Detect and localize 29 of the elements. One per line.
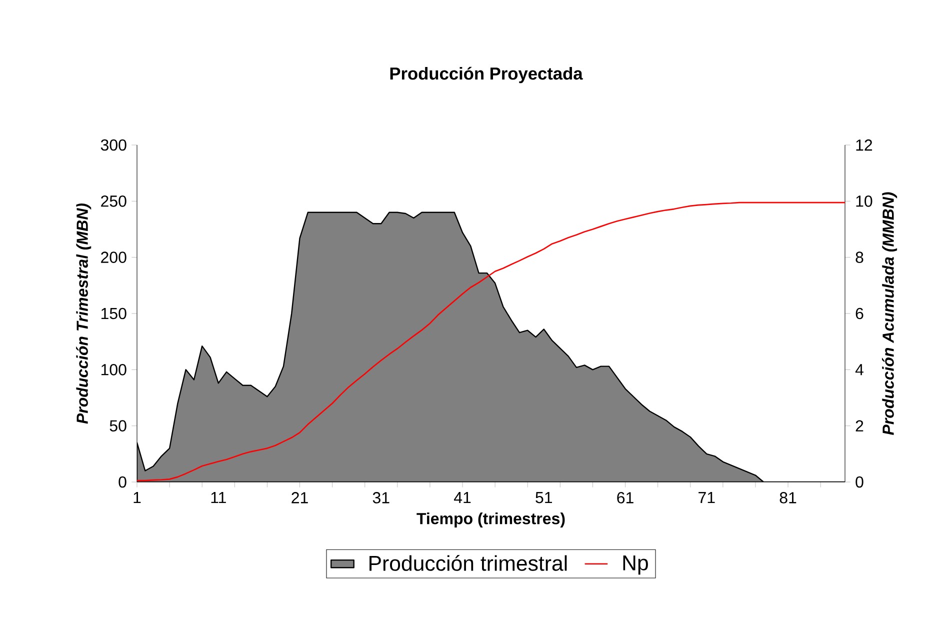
y-axis-title: Producción Trimestral (MBN) [76,203,92,424]
chart-title: Producción Proyectada [390,66,583,84]
x-tick-label: 1 [134,492,141,504]
y2-tick-label: 12 [856,139,872,151]
x-tick-label: 51 [536,492,552,504]
y-tick-label: 250 [101,196,126,207]
y-tick-label: 150 [101,308,126,320]
y2-tick-label: 6 [856,308,864,320]
x-tick-label: 11 [211,492,226,504]
x-tick-label: 41 [454,492,471,504]
x-tick-label: 21 [292,492,308,504]
x-tick-label: 81 [780,492,796,504]
y-tick-label: 300 [100,139,126,151]
x-tick-label: 71 [698,492,715,504]
y2-tick-label: 4 [855,364,864,376]
x-tick-label: 31 [372,492,390,504]
x-tick-label: 61 [617,492,634,504]
y-tick-label: 200 [101,252,126,263]
legend-label: Producción trimestral [370,555,567,571]
legend-label: Np [623,556,648,575]
y-tick-label: 50 [110,420,126,432]
y-tick-label: 0 [118,476,126,488]
x-axis-title: Tiempo (trimestres) [416,512,565,528]
y2-axis-title: Producción Acumulada (MMBN) [882,192,898,436]
y2-tick-label: 0 [856,476,864,488]
y2-tick-label: 2 [856,420,864,432]
y2-tick-label: 10 [856,196,872,207]
y2-tick-label: 8 [856,252,864,263]
y-tick-label: 100 [101,364,126,376]
